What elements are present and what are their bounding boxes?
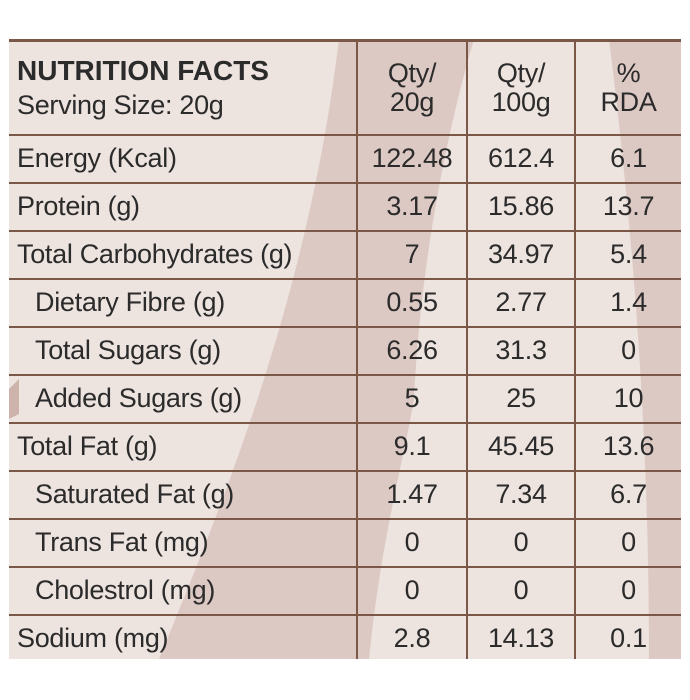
table-row: Saturated Fat (g) 1.47 7.34 6.7 (9, 469, 681, 520)
table-row: Protein (g) 3.17 15.86 13.7 (9, 181, 681, 232)
nutrient-label: Trans Fat (mg) (9, 517, 357, 568)
header-rda: % RDA (574, 39, 681, 136)
qty-per-100g: 14.13 (466, 613, 575, 659)
qty-per-100g: 25 (466, 373, 575, 424)
header-qty100-line2: 100g (491, 86, 551, 117)
qty-per-20g: 1.47 (356, 469, 467, 520)
qty-per-20g: 5 (356, 373, 467, 424)
nutrient-label: Sodium (mg) (9, 613, 357, 659)
rda-percent: 10 (574, 373, 681, 424)
nutrient-label: Total Sugars (g) (9, 325, 357, 376)
rda-percent: 13.6 (574, 421, 681, 472)
nutrition-facts-panel: NUTRITION FACTS Serving Size: 20g Qty/ 2… (9, 39, 681, 659)
header-qty100: Qty/ 100g (466, 39, 575, 136)
table-title: NUTRITION FACTS (17, 54, 269, 86)
qty-per-100g: 0 (466, 565, 575, 616)
qty-per-20g: 9.1 (356, 421, 467, 472)
rda-percent: 13.7 (574, 181, 681, 232)
rda-percent: 0 (574, 325, 681, 376)
qty-per-100g: 612.4 (466, 133, 575, 184)
header-qty20: Qty/ 20g (356, 39, 467, 136)
qty-per-20g: 2.8 (356, 613, 467, 659)
table-row: Total Fat (g) 9.1 45.45 13.6 (9, 421, 681, 472)
qty-per-100g: 34.97 (466, 229, 575, 280)
header-title-cell: NUTRITION FACTS Serving Size: 20g (9, 39, 357, 136)
nutrient-label: Total Fat (g) (9, 421, 357, 472)
header-rda-line2: RDA (600, 86, 657, 117)
rda-percent: 0.1 (574, 613, 681, 659)
qty-per-100g: 31.3 (466, 325, 575, 376)
nutrient-label: Energy (Kcal) (9, 133, 357, 184)
nutrient-label: Saturated Fat (g) (9, 469, 357, 520)
table-row: Cholestrol (mg) 0 0 0 (9, 565, 681, 616)
rda-percent: 0 (574, 565, 681, 616)
qty-per-100g: 45.45 (466, 421, 575, 472)
rda-percent: 1.4 (574, 277, 681, 328)
nutrient-label: Added Sugars (g) (9, 373, 357, 424)
qty-per-100g: 0 (466, 517, 575, 568)
header-qty20-line1: Qty/ (387, 58, 437, 89)
nutrient-label: Cholestrol (mg) (9, 565, 357, 616)
nutrient-label: Dietary Fibre (g) (9, 277, 357, 328)
qty-per-20g: 6.26 (356, 325, 467, 376)
rda-percent: 0 (574, 517, 681, 568)
header-row: NUTRITION FACTS Serving Size: 20g Qty/ 2… (9, 39, 681, 136)
table-row: Total Sugars (g) 6.26 31.3 0 (9, 325, 681, 376)
nutrient-label: Total Carbohydrates (g) (9, 229, 357, 280)
qty-per-20g: 0.55 (356, 277, 467, 328)
table-row: Total Carbohydrates (g) 7 34.97 5.4 (9, 229, 681, 280)
qty-per-20g: 0 (356, 565, 467, 616)
qty-per-100g: 15.86 (466, 181, 575, 232)
qty-per-20g: 7 (356, 229, 467, 280)
table-row: Sodium (mg) 2.8 14.13 0.1 (9, 613, 681, 659)
qty-per-100g: 7.34 (466, 469, 575, 520)
header-qty100-line1: Qty/ (496, 58, 546, 89)
rda-percent: 5.4 (574, 229, 681, 280)
nutrition-table: NUTRITION FACTS Serving Size: 20g Qty/ 2… (9, 39, 681, 659)
qty-per-20g: 122.48 (356, 133, 467, 184)
table-row: Dietary Fibre (g) 0.55 2.77 1.4 (9, 277, 681, 328)
header-rda-line1: % (616, 58, 641, 89)
rda-percent: 6.7 (574, 469, 681, 520)
qty-per-100g: 2.77 (466, 277, 575, 328)
serving-size: Serving Size: 20g (17, 90, 224, 121)
qty-per-20g: 0 (356, 517, 467, 568)
header-qty20-line2: 20g (389, 86, 435, 117)
qty-per-20g: 3.17 (356, 181, 467, 232)
table-row: Trans Fat (mg) 0 0 0 (9, 517, 681, 568)
rda-percent: 6.1 (574, 133, 681, 184)
nutrient-label: Protein (g) (9, 181, 357, 232)
table-row: Energy (Kcal) 122.48 612.4 6.1 (9, 133, 681, 184)
table-row: Added Sugars (g) 5 25 10 (9, 373, 681, 424)
